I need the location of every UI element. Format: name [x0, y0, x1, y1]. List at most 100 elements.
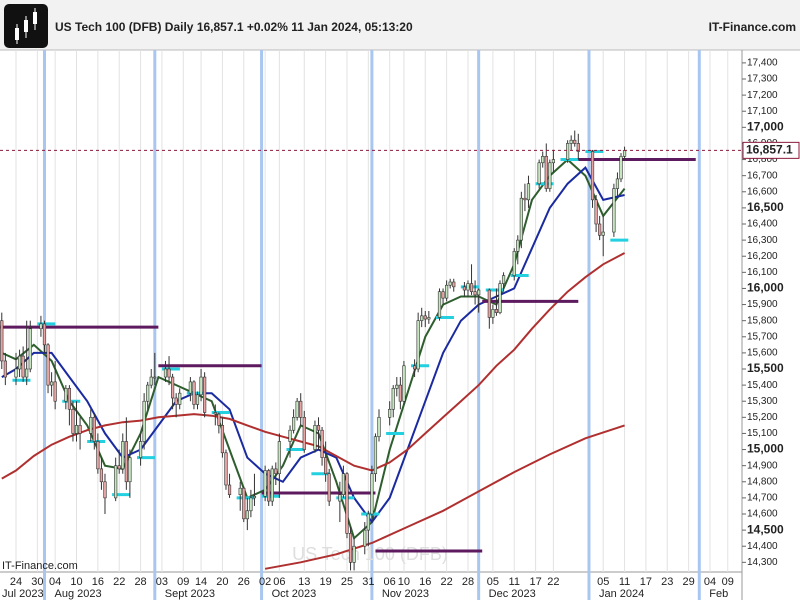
candle-body [274, 468, 278, 475]
y-tick-label: 14,600 [747, 509, 778, 520]
candle-body [377, 417, 381, 437]
candle-body [220, 425, 225, 454]
y-tick-label: 15,700 [747, 331, 778, 342]
candle-body [128, 457, 132, 483]
y-tick-label: 17,100 [747, 106, 778, 117]
candle-body [619, 156, 623, 180]
candle-body [412, 365, 417, 370]
candle-body [462, 286, 467, 291]
candle-body [288, 429, 292, 442]
y-tick-label: 15,000 [747, 442, 784, 456]
indicator-line [1, 166, 625, 524]
candle-body [192, 381, 196, 405]
candle-body [395, 384, 399, 389]
y-tick-label: 16,700 [747, 170, 778, 181]
month-label: Dec 2023 [489, 588, 536, 600]
candle-body [21, 355, 25, 378]
x-tick-label: 11 [619, 576, 630, 588]
indicator-line [264, 424, 625, 570]
candle-body [366, 513, 370, 531]
candle-body [3, 360, 7, 378]
chart-title: US Tech 100 (DFB) Daily 16,857.1 +0.02% … [55, 20, 413, 34]
x-tick-label: 28 [134, 576, 146, 588]
x-tick-label: 31 [362, 576, 374, 588]
candle-body [78, 425, 82, 434]
candle-body [178, 392, 182, 405]
candle-body [388, 408, 392, 418]
indicator-line [1, 158, 626, 540]
x-tick-label: 16 [419, 576, 431, 588]
candle-body [441, 291, 445, 299]
x-tick-label: 20 [216, 576, 228, 588]
x-tick-label: 05 [487, 576, 499, 588]
y-tick-label: 16,400 [747, 219, 778, 230]
candle-body [263, 470, 267, 497]
candle-body [195, 394, 200, 405]
candle-body [427, 317, 431, 320]
candle-body [242, 487, 246, 520]
candle-body [213, 412, 217, 415]
x-tick-label: 23 [661, 576, 673, 588]
candle-body [167, 368, 171, 378]
y-tick-label: 15,300 [747, 396, 778, 407]
candle-body [96, 441, 100, 470]
y-tick-label: 15,400 [747, 380, 778, 391]
candle-body [551, 159, 555, 164]
candle-body [491, 309, 495, 318]
candle-body [313, 425, 317, 450]
candle-body [537, 162, 541, 185]
candle-body [445, 284, 449, 299]
candle-body [352, 545, 356, 563]
candle-body [153, 376, 157, 379]
x-tick-label: 11 [509, 576, 520, 588]
x-tick-label: 09 [722, 576, 734, 588]
candle-body [170, 376, 175, 399]
candle-body [448, 281, 452, 286]
candle-body [345, 473, 349, 534]
candle-body [249, 497, 253, 512]
month-label: Nov 2023 [382, 588, 429, 600]
candle-body [516, 239, 520, 252]
x-tick-label: 24 [10, 576, 22, 588]
y-tick-label: 16,500 [747, 200, 784, 214]
x-tick-label: 17 [640, 576, 652, 588]
candle-body [363, 529, 367, 547]
y-tick-label: 17,000 [747, 120, 784, 134]
candle-body [622, 150, 627, 157]
candle-body [402, 365, 406, 402]
candle-body [519, 197, 523, 241]
candle-body [569, 139, 573, 144]
candle-body [245, 510, 249, 520]
y-tick-label: 16,600 [747, 186, 778, 197]
x-tick-label: 04 [49, 576, 61, 588]
candle-body [299, 400, 303, 418]
x-tick-label: 10 [398, 576, 410, 588]
y-tick-label: 14,900 [747, 460, 778, 471]
candle-body [498, 283, 502, 313]
candle-body [420, 315, 424, 321]
candle-body [423, 315, 427, 320]
candle-body [341, 473, 346, 495]
candle-body [398, 384, 402, 402]
candle-body [295, 400, 299, 418]
candle-body [598, 223, 602, 236]
candle-body [138, 441, 143, 458]
candle-body [320, 429, 324, 458]
candle-body [28, 328, 32, 370]
candle-body [316, 425, 321, 431]
y-tick-label: 14,500 [747, 522, 784, 536]
y-tick-label: 15,500 [747, 361, 784, 375]
candle-body [146, 384, 150, 402]
x-tick-label: 13 [298, 576, 310, 588]
candle-body [92, 417, 96, 442]
candle-body [324, 457, 328, 475]
candle-body [291, 417, 296, 431]
candle-body [501, 275, 506, 284]
candle-body [117, 465, 121, 470]
candle-body [348, 533, 353, 563]
x-tick-label: 14 [195, 576, 207, 588]
x-tick-label: 28 [462, 576, 474, 588]
last-price-label: 16,857.1 [746, 143, 793, 157]
candle-body [142, 400, 146, 442]
header-bar [0, 0, 800, 50]
